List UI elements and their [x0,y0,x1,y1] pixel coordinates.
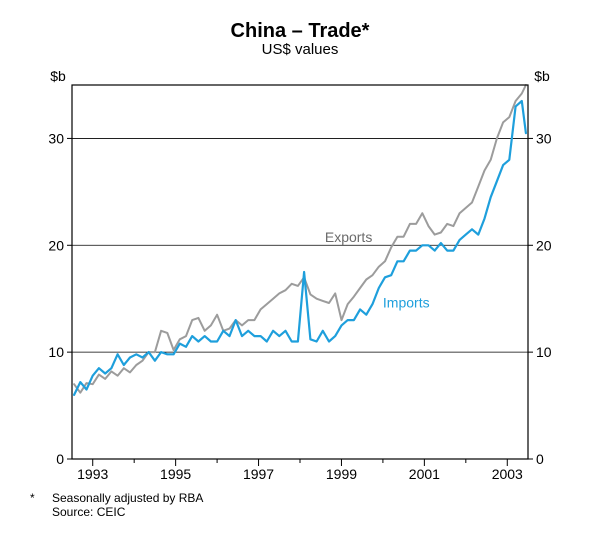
x-tick-label: 1993 [77,466,108,482]
chart-title: China – Trade* [30,20,570,42]
footnote-text-1: Seasonally adjusted by RBA [52,491,203,505]
y-axis-label-left: $b [50,68,66,84]
chart-svg: ExportsImports19931995199719992001200300… [30,65,570,485]
y-tick-right: 0 [536,451,544,467]
x-tick-label: 2001 [409,466,440,482]
chart-plot: ExportsImports19931995199719992001200300… [30,65,570,485]
footnote-spacer [30,505,52,519]
chart-frame: China – Trade* US$ values Exports Imports… [0,0,600,548]
y-tick-right: 20 [536,237,552,253]
y-tick-left: 20 [48,237,64,253]
chart-subtitle: US$ values [30,42,570,59]
y-tick-left: 30 [48,130,64,146]
x-tick-label: 2003 [492,466,523,482]
chart-footnotes: * Seasonally adjusted by RBA Source: CEI… [30,491,570,520]
x-tick-label: 1995 [160,466,191,482]
footnote-marker: * [30,491,52,505]
x-tick-label: 1997 [243,466,274,482]
y-tick-left: 0 [56,451,64,467]
x-tick-label: 1999 [326,466,357,482]
series-label-imports: Imports [383,294,430,310]
y-axis-label-right: $b [534,68,550,84]
footnote-text-2: Source: CEIC [52,505,125,519]
series-label-exports: Exports [325,229,372,245]
y-tick-right: 30 [536,130,552,146]
y-tick-right: 10 [536,344,552,360]
y-tick-left: 10 [48,344,64,360]
